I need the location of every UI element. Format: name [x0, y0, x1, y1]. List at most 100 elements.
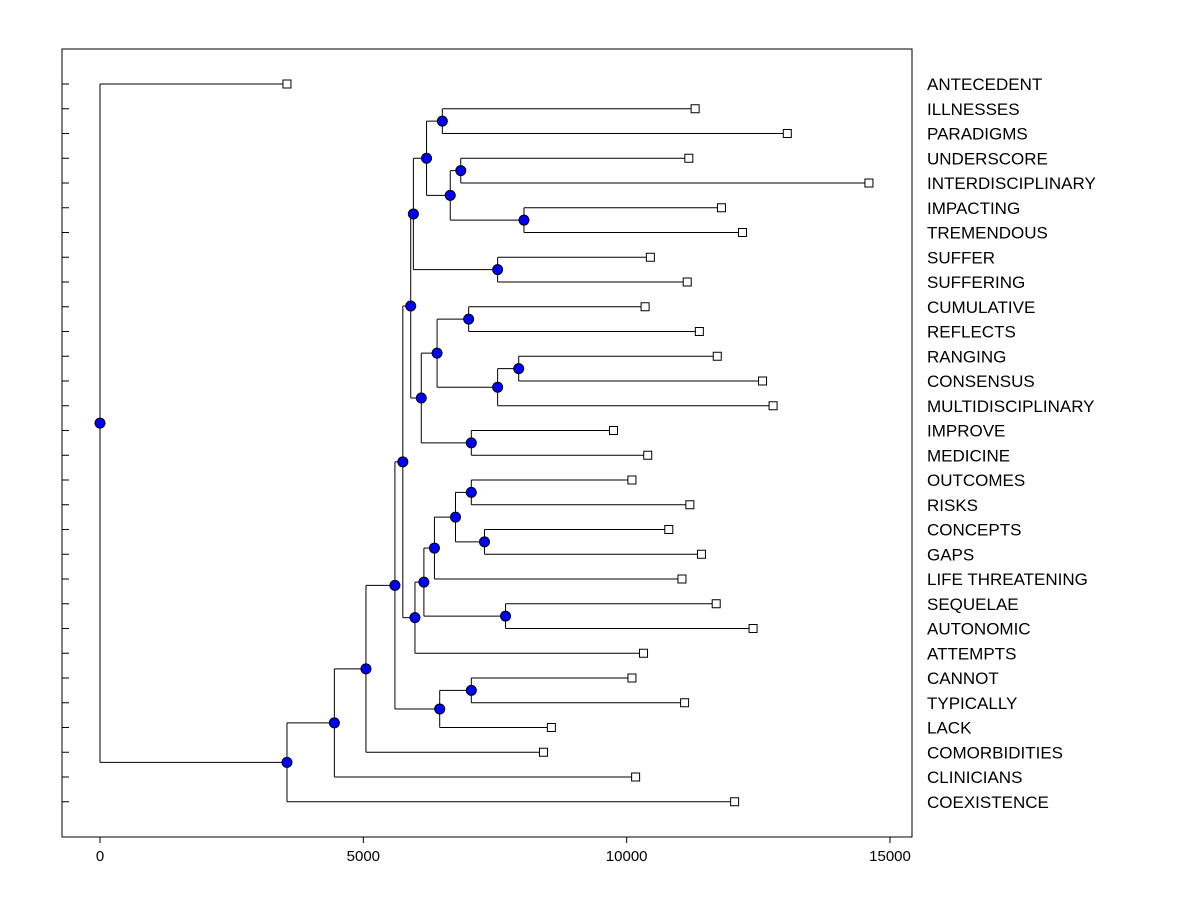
leaf-label: TYPICALLY: [927, 694, 1017, 713]
merge-node: [450, 511, 461, 523]
leaf-label: CANNOT: [927, 669, 999, 688]
leaf-label: INTERDISCIPLINARY: [927, 174, 1096, 193]
leaf-marker: [685, 500, 695, 510]
merge-node: [421, 152, 433, 164]
leaf-marker: [748, 624, 758, 633]
leaf-label: GAPS: [927, 545, 974, 564]
leaf-label: AUTONOMIC: [927, 620, 1031, 639]
merge-node: [407, 208, 419, 220]
leaf-marker: [645, 252, 655, 262]
merge-node: [405, 300, 417, 312]
merge-node: [465, 684, 477, 696]
x-tick-label: 10000: [606, 848, 648, 865]
plot-frame: [61, 48, 913, 838]
x-tick-label: 0: [96, 848, 104, 865]
merge-node: [513, 363, 525, 375]
leaf-markers: [282, 79, 874, 807]
leaf-label: OUTCOMES: [927, 471, 1025, 490]
leaf-label: SEQUELAE: [927, 595, 1019, 614]
leaf-marker: [716, 203, 726, 213]
leaf-label: CONCEPTS: [927, 521, 1021, 540]
leaf-marker: [864, 178, 874, 188]
leaf-label: TREMENDOUS: [927, 224, 1048, 243]
leaf-marker: [643, 450, 653, 460]
leaf-marker: [758, 376, 768, 386]
merge-node: [94, 417, 106, 429]
merge-node: [389, 579, 401, 591]
leaf-label: COEXISTENCE: [927, 793, 1049, 812]
leaf-labels: ANTECEDENT ILLNESSES PARADIGMS UNDERSCORE IN…: [927, 75, 1096, 812]
leaf-marker: [546, 723, 556, 732]
leaf-marker: [711, 599, 721, 609]
leaf-marker: [680, 698, 690, 708]
merge-node: [418, 576, 430, 588]
leaf-label: PARADIGMS: [927, 125, 1028, 144]
leaf-label: RISKS: [927, 496, 978, 515]
leaf-marker: [282, 79, 292, 89]
merge-node: [328, 717, 340, 729]
leaf-marker: [609, 426, 618, 435]
leaf-marker: [694, 327, 704, 336]
leaf-label: IMPROVE: [927, 422, 1005, 441]
leaf-marker: [664, 525, 674, 534]
leaf-label: IMPACTING: [927, 199, 1020, 218]
merge-node: [431, 347, 443, 359]
merge-node: [436, 115, 448, 127]
leaf-label: REFLECTS: [927, 323, 1016, 342]
merge-node: [463, 313, 475, 325]
leaf-marker: [682, 277, 692, 287]
leaf-marker: [627, 475, 637, 485]
merge-node: [409, 612, 421, 624]
x-tick-label: 15000: [869, 848, 911, 865]
leaf-label: CLINICIANS: [927, 768, 1022, 787]
leaf-marker: [782, 129, 792, 138]
leaf-marker: [639, 648, 649, 658]
leaf-label: MEDICINE: [927, 446, 1010, 465]
merge-node: [465, 486, 477, 498]
x-tick-label: 5000: [347, 848, 380, 865]
dendrogram-links: [99, 83, 869, 803]
merge-node: [465, 437, 477, 449]
merge-node: [455, 165, 467, 177]
leaf-marker: [677, 574, 687, 584]
leaf-marker: [690, 104, 700, 114]
leaf-label: LACK: [927, 719, 972, 738]
leaf-marker: [684, 153, 694, 163]
leaf-label: SUFFER: [927, 248, 995, 267]
leaf-marker: [627, 673, 637, 683]
leaf-label: SUFFERING: [927, 273, 1025, 292]
merge-node: [492, 381, 504, 393]
merge-node: [428, 542, 440, 554]
leaf-label: COMORBIDITIES: [927, 743, 1063, 762]
y-ticks: [62, 83, 69, 803]
leaf-marker: [696, 549, 706, 559]
merge-node: [478, 536, 490, 548]
leaf-marker: [712, 351, 722, 361]
merge-node: [434, 703, 446, 715]
leaf-label: ATTEMPTS: [927, 644, 1016, 663]
leaf-label: LIFE THREATENING: [927, 570, 1088, 589]
x-ticks: 0 5000 10000 15000: [96, 837, 911, 865]
merge-node: [281, 756, 293, 768]
merge-nodes: [94, 115, 530, 768]
leaf-label: ANTECEDENT: [927, 75, 1042, 94]
merge-node: [397, 456, 409, 468]
leaf-marker: [730, 797, 740, 807]
merge-node: [492, 264, 504, 276]
leaf-label: ILLNESSES: [927, 100, 1020, 119]
leaf-marker: [538, 747, 548, 757]
leaf-label: RANGING: [927, 347, 1006, 366]
merge-node: [518, 214, 530, 226]
leaf-marker: [631, 772, 641, 782]
leaf-label: MULTIDISCIPLINARY: [927, 397, 1095, 416]
merge-node: [444, 189, 456, 201]
leaf-label: UNDERSCORE: [927, 149, 1048, 168]
leaf-marker: [640, 302, 650, 312]
merge-node: [500, 610, 512, 622]
leaf-label: CONSENSUS: [927, 372, 1035, 391]
leaf-label: CUMULATIVE: [927, 298, 1035, 317]
leaf-marker: [738, 228, 748, 237]
merge-node: [415, 392, 427, 404]
leaf-marker: [768, 401, 778, 411]
